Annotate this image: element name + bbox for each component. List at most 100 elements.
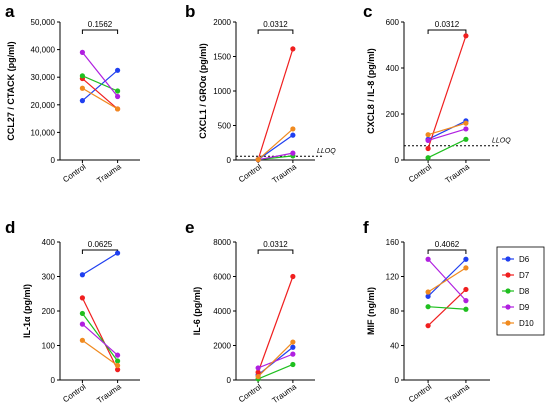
- series-line-d10: [257, 341, 294, 377]
- legend-swatch-dot: [505, 272, 511, 278]
- data-point-d6-control: [79, 272, 85, 278]
- data-point-d9-trauma: [115, 352, 121, 358]
- data-point-d10-trauma: [463, 265, 469, 271]
- y-tick-label: 2000: [213, 18, 231, 27]
- data-point-d10-trauma: [290, 126, 296, 132]
- x-tick-label: Trauma: [444, 162, 472, 185]
- legend-swatch-dot: [505, 288, 511, 294]
- series-line-d7: [82, 78, 118, 110]
- data-point-d10-trauma: [463, 120, 469, 126]
- y-tick-label: 0: [227, 156, 232, 165]
- series-line-d7: [81, 297, 119, 370]
- significance-bracket: [427, 29, 467, 34]
- series-line-d10: [82, 87, 118, 110]
- x-tick-label: Control: [407, 382, 433, 404]
- y-tick-label: 200: [386, 110, 400, 119]
- p-value-label: 0.0312: [263, 20, 288, 29]
- legend-swatch-dot: [505, 304, 511, 310]
- legend-label: D9: [519, 303, 530, 312]
- data-point-d6-control: [79, 98, 85, 104]
- significance-bracket: [257, 29, 294, 34]
- y-tick-label: 1500: [213, 53, 231, 62]
- legend-label: D10: [519, 319, 534, 328]
- significance-bracket: [257, 249, 294, 254]
- series-line-d9: [427, 128, 467, 142]
- data-point-d7-control: [79, 295, 85, 301]
- y-axis-label: IL-1α (pg/ml): [22, 284, 32, 338]
- x-tick-label: Trauma: [95, 382, 123, 405]
- series-line-d6: [257, 134, 294, 161]
- series-line-d8: [428, 306, 466, 310]
- data-point-d8-trauma: [115, 358, 121, 364]
- data-point-d6-control: [425, 293, 431, 299]
- series-line-d7: [257, 276, 294, 373]
- y-axis-label: CXCL8 / IL-8 (pg/ml): [366, 48, 376, 134]
- y-tick-label: 6000: [213, 273, 231, 282]
- series-line-d8: [257, 363, 294, 380]
- data-point-d7-control: [425, 323, 431, 329]
- series-line-d6: [82, 69, 118, 102]
- data-point-d9-trauma: [290, 351, 296, 357]
- panel-a: a 0 10,000 20,000 30,000 40,000 50,000 Control T…: [5, 2, 140, 185]
- data-point-d8-trauma: [115, 88, 121, 94]
- legend-label: D7: [519, 271, 530, 280]
- panel-letter: a: [5, 2, 15, 21]
- data-point-d10-control: [255, 373, 261, 380]
- y-tick-label: 40,000: [31, 46, 56, 55]
- data-point-d6-trauma: [290, 344, 296, 350]
- data-point-d7-trauma: [463, 33, 469, 39]
- panel-letter: e: [185, 218, 194, 237]
- y-axis-label: CCL27 / CTACK (pg/ml): [6, 41, 16, 140]
- y-axis-label: MIF (ng/ml): [366, 287, 376, 335]
- panel-b: b 0 500 1000 1500 2000 Control Trauma CXCL1 / GR…: [185, 2, 336, 185]
- legend-label: D8: [519, 287, 530, 296]
- p-value-label: 0.0312: [263, 240, 288, 249]
- data-point-d8-control: [79, 73, 85, 79]
- x-tick-label: Trauma: [95, 162, 123, 185]
- y-tick-label: 0: [227, 376, 232, 385]
- series-line-d9: [258, 152, 293, 161]
- data-point-d10-control: [255, 157, 261, 163]
- series-line-d8: [427, 138, 467, 159]
- series-line-d6: [427, 120, 467, 140]
- data-point-d6-trauma: [115, 67, 121, 73]
- significance-bracket: [81, 249, 119, 254]
- data-point-d6-trauma: [463, 256, 469, 262]
- series-line-d10: [427, 122, 467, 136]
- p-value-label: 0.4062: [435, 240, 460, 249]
- y-tick-label: 2000: [213, 342, 231, 351]
- legend-label: D6: [519, 255, 530, 264]
- y-tick-label: 0: [51, 156, 56, 165]
- x-tick-label: Control: [407, 162, 433, 184]
- y-tick-label: 4000: [213, 307, 231, 316]
- panel-letter: c: [363, 2, 372, 21]
- data-point-d6-trauma: [290, 132, 296, 138]
- legend-swatch-dot: [505, 320, 511, 326]
- data-point-d8-control: [425, 155, 431, 161]
- y-tick-label: 300: [42, 273, 56, 282]
- panel-d: d 0 100 200 300 400 Control Trauma IL-1α (pg/ml)…: [5, 218, 140, 405]
- y-tick-label: 40: [390, 342, 399, 351]
- data-point-d9-trauma: [463, 126, 469, 132]
- legend: D6 D7 D8 D9 D10: [496, 246, 545, 336]
- series-line-d9: [81, 51, 119, 97]
- data-point-d10-control: [425, 132, 431, 138]
- panel-e: e 0 2000 4000 6000 8000 Control Trauma IL-6 (pg/…: [185, 218, 315, 405]
- data-point-d8-control: [79, 310, 85, 317]
- y-tick-label: 500: [218, 122, 232, 131]
- y-tick-label: 400: [386, 64, 400, 73]
- y-tick-label: 600: [386, 18, 400, 27]
- y-tick-label: 10,000: [31, 128, 56, 137]
- data-point-d10-trauma: [115, 362, 121, 369]
- significance-bracket: [81, 29, 119, 34]
- data-point-d8-control: [425, 304, 431, 310]
- data-point-d9-control: [425, 137, 431, 144]
- y-tick-label: 120: [386, 273, 400, 282]
- data-point-d7-trauma: [463, 286, 469, 293]
- data-point-d7-control: [425, 145, 431, 152]
- series-line-d8: [81, 313, 119, 362]
- y-tick-label: 20,000: [31, 101, 56, 110]
- series-line-d9: [82, 323, 118, 356]
- x-tick-label: Trauma: [271, 162, 299, 185]
